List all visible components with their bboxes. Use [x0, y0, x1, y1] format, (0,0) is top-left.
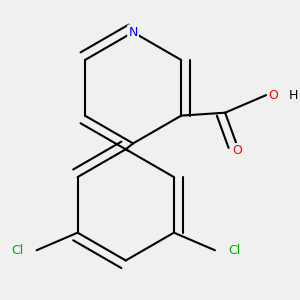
Text: N: N: [128, 26, 138, 39]
Text: O: O: [232, 144, 242, 157]
Text: H: H: [289, 88, 298, 102]
Text: Cl: Cl: [228, 244, 240, 257]
Text: O: O: [268, 88, 278, 102]
Text: Cl: Cl: [11, 244, 24, 257]
